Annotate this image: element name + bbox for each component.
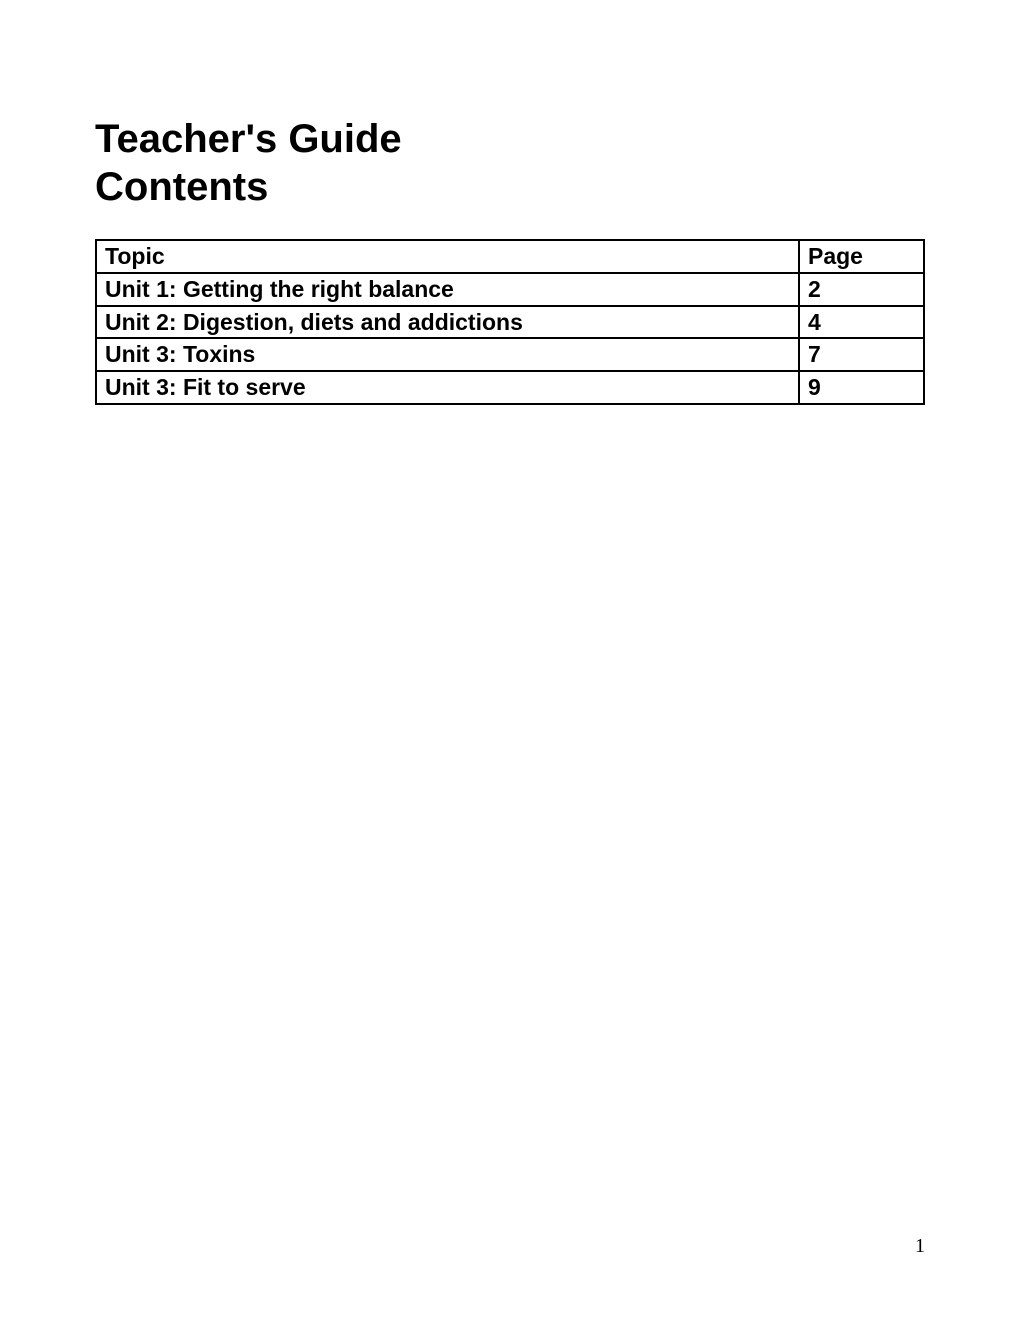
- contents-table: Topic Page Unit 1: Getting the right bal…: [95, 239, 925, 405]
- cell-topic: Unit 2: Digestion, diets and addictions: [96, 306, 799, 339]
- cell-topic: Unit 3: Fit to serve: [96, 371, 799, 404]
- table-row: Unit 3: Toxins 7: [96, 338, 924, 371]
- cell-page: 9: [799, 371, 924, 404]
- cell-topic: Unit 1: Getting the right balance: [96, 273, 799, 306]
- table-row: Unit 1: Getting the right balance 2: [96, 273, 924, 306]
- table-row: Unit 3: Fit to serve 9: [96, 371, 924, 404]
- table-header-row: Topic Page: [96, 240, 924, 273]
- table-row: Unit 2: Digestion, diets and addictions …: [96, 306, 924, 339]
- header-page: Page: [799, 240, 924, 273]
- document-page: Teacher's Guide Contents Topic Page Unit…: [0, 0, 1020, 405]
- title-line-2: Contents: [95, 163, 925, 211]
- page-title: Teacher's Guide Contents: [95, 115, 925, 211]
- header-topic: Topic: [96, 240, 799, 273]
- page-number: 1: [915, 1235, 925, 1258]
- title-line-1: Teacher's Guide: [95, 115, 925, 163]
- cell-page: 4: [799, 306, 924, 339]
- cell-page: 7: [799, 338, 924, 371]
- cell-page: 2: [799, 273, 924, 306]
- cell-topic: Unit 3: Toxins: [96, 338, 799, 371]
